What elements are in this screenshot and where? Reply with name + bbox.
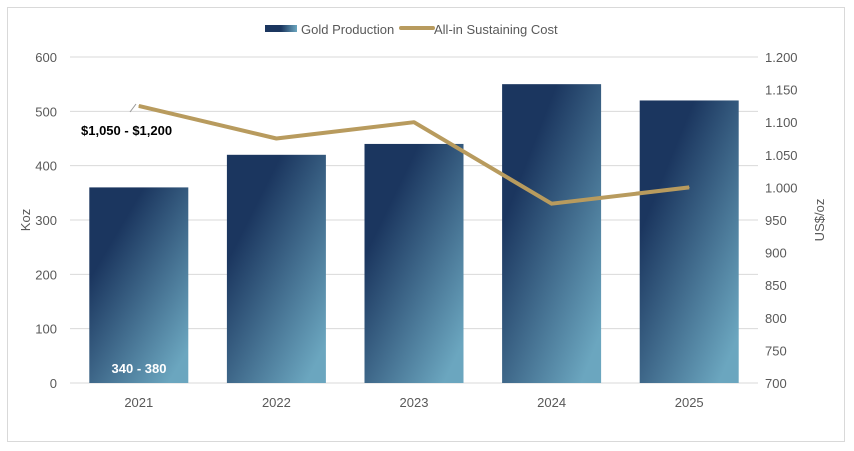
point-aisc — [688, 186, 690, 188]
y-tick-label: 100 — [35, 322, 57, 337]
legend-swatch-gold-production — [265, 25, 297, 32]
y-axis-label: Koz — [18, 209, 33, 231]
chart-frame — [7, 7, 845, 442]
legend-label-gold-production: Gold Production — [301, 22, 394, 37]
y2-tick-label: 800 — [765, 311, 787, 326]
y-tick-label: 200 — [35, 267, 57, 282]
y2-tick-label: 1.100 — [765, 115, 798, 130]
bar-gold-production — [364, 143, 464, 383]
y-tick-label: 600 — [35, 50, 57, 65]
point-aisc — [551, 203, 553, 205]
y-tick-label: 500 — [35, 104, 57, 119]
y2-tick-label: 1.200 — [765, 50, 798, 65]
bar-gold-production — [89, 187, 189, 383]
y2-tick-label: 950 — [765, 213, 787, 228]
y-tick-label: 0 — [50, 376, 57, 391]
annotation-aisc-range: $1,050 - $1,200 — [81, 123, 172, 138]
point-aisc — [275, 138, 277, 139]
y2-axis-label: US$/oz — [812, 199, 827, 242]
y2-tick-label: 1.000 — [765, 180, 798, 195]
legend-label-aisc: All-in Sustaining Cost — [434, 22, 558, 37]
point-aisc — [138, 105, 140, 107]
bar-gold-production — [639, 100, 739, 383]
x-tick-label: 2024 — [537, 395, 566, 410]
y2-tick-label: 1.150 — [765, 83, 798, 98]
y2-tick-label: 850 — [765, 278, 787, 293]
bar-gold-production — [502, 84, 602, 384]
y-tick-label: 400 — [35, 159, 57, 174]
legend: Gold Production All-in Sustaining Cost — [265, 22, 558, 37]
y2-tick-label: 900 — [765, 246, 787, 261]
bar-gold-production — [226, 154, 326, 383]
y2-tick-label: 700 — [765, 376, 787, 391]
y2-tick-label: 750 — [765, 343, 787, 358]
x-tick-label: 2025 — [675, 395, 704, 410]
y2-tick-label: 1.050 — [765, 148, 798, 163]
x-tick-label: 2023 — [400, 395, 429, 410]
annotation-leader — [129, 103, 137, 113]
y-tick-label: 300 — [35, 213, 57, 228]
x-tick-label: 2021 — [124, 395, 153, 410]
annotation-production-range: 340 - 380 — [112, 361, 167, 376]
x-tick-label: 2022 — [262, 395, 291, 410]
point-aisc — [413, 121, 415, 123]
